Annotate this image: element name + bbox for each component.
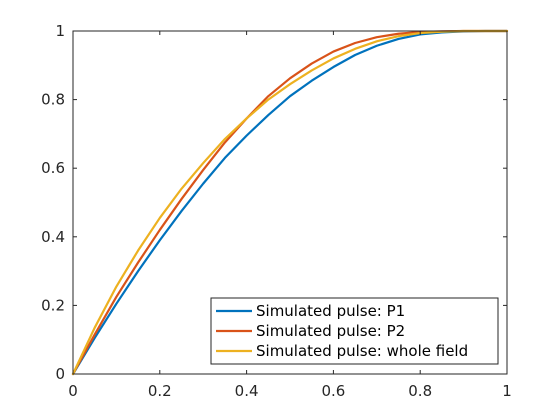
- series-layer: [71, 29, 509, 376]
- x-tick-label: 0: [68, 382, 78, 400]
- legend: Simulated pulse: P1 Simulated pulse: P2 Si…: [210, 297, 499, 365]
- y-axis: 0 0.2 0.4 0.6 0.8 1: [41, 22, 507, 383]
- legend-label-2: Simulated pulse: P2: [256, 322, 405, 340]
- y-tick-label: 0.6: [41, 159, 65, 177]
- x-tick-label: 0.8: [408, 382, 432, 400]
- x-tick-label: 0.4: [235, 382, 259, 400]
- plot-area-box: [72, 30, 508, 375]
- legend-box: [210, 297, 499, 365]
- y-tick-label: 0.8: [41, 91, 65, 109]
- x-tick-label: 1: [502, 382, 512, 400]
- x-axis: 0 0.2 0.4 0.6 0.8 1: [68, 31, 512, 400]
- y-tick-label: 0.2: [41, 296, 65, 314]
- legend-label-3: Simulated pulse: whole field: [256, 342, 468, 360]
- series-line-3: [71, 29, 509, 376]
- y-tick-label: 0.4: [41, 228, 65, 246]
- x-tick-label: 0.6: [321, 382, 345, 400]
- x-tick-label: 0.2: [148, 382, 172, 400]
- legend-label-1: Simulated pulse: P1: [256, 302, 405, 320]
- y-tick-label: 0: [55, 365, 65, 383]
- y-tick-label: 1: [55, 22, 65, 40]
